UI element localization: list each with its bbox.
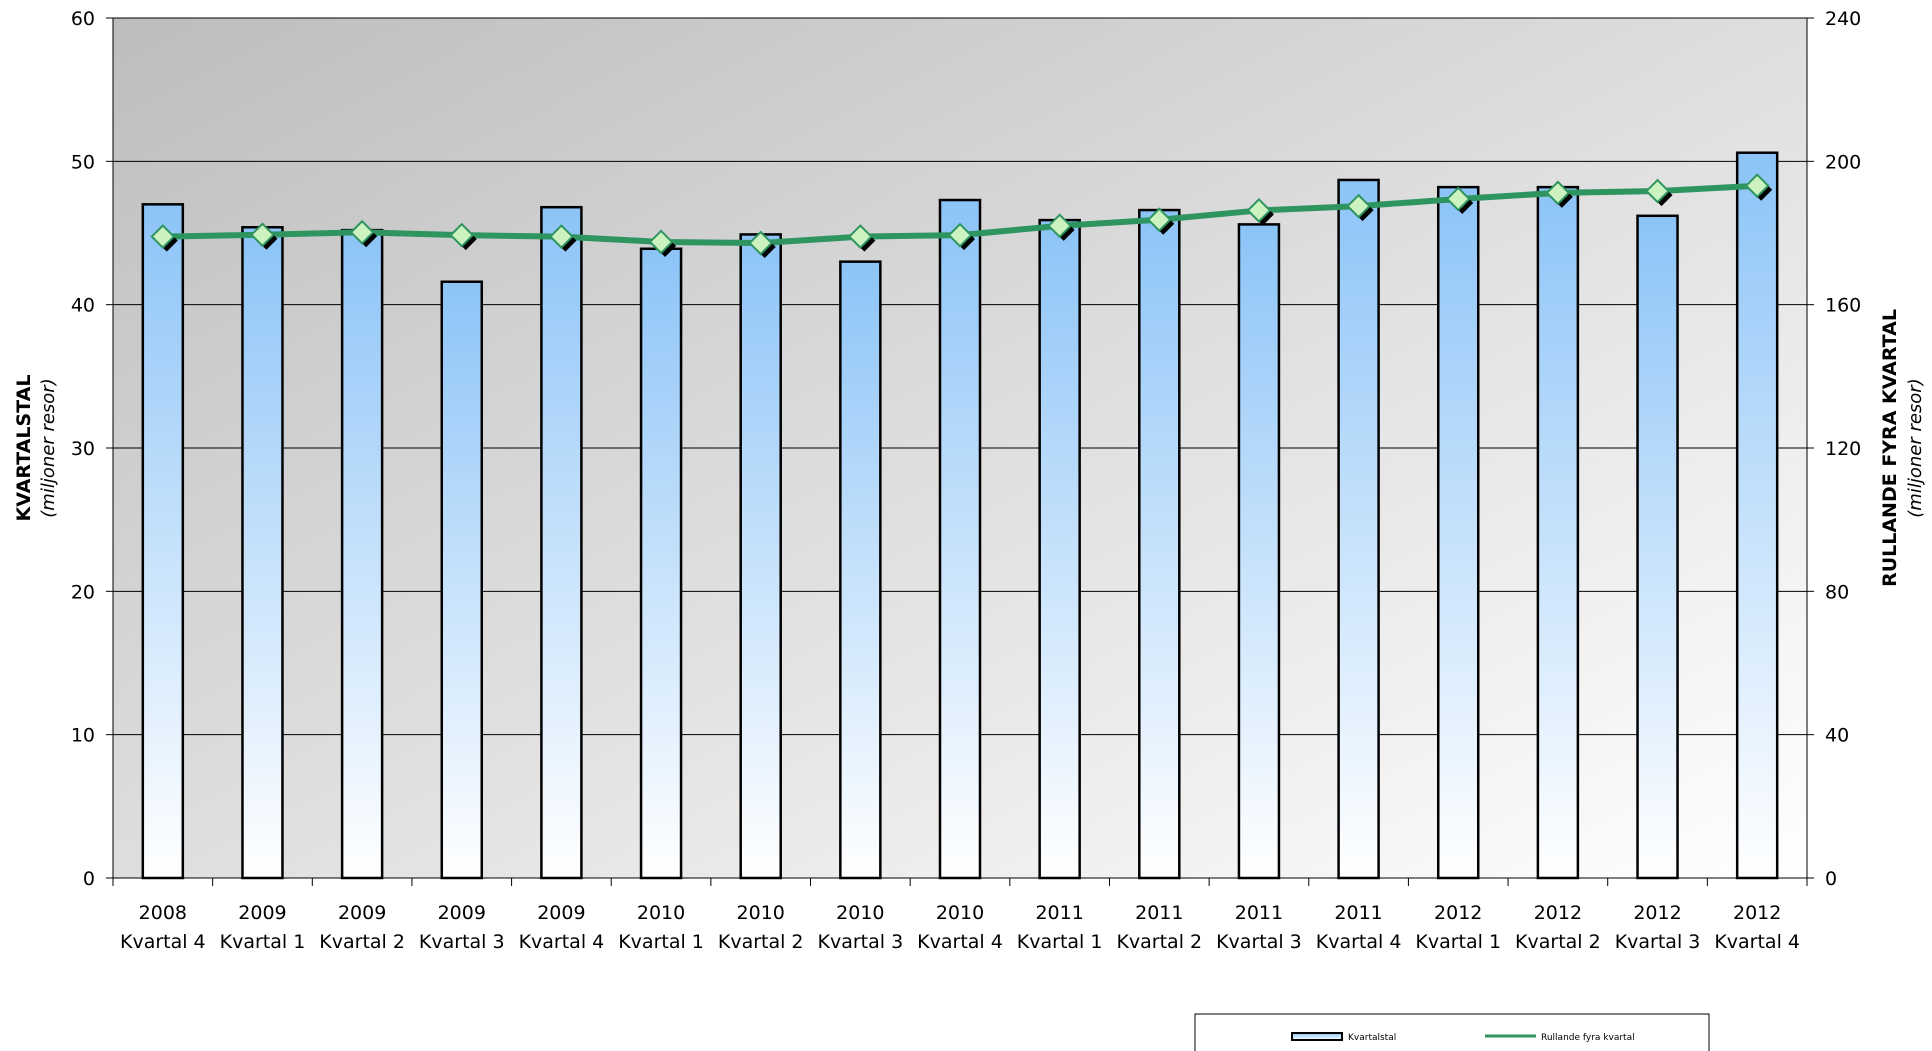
- line-marker: [847, 224, 873, 249]
- x-tick-label-year: 2012: [1434, 902, 1482, 924]
- line-marker: [748, 230, 774, 256]
- line-marker: [1645, 178, 1670, 204]
- line-marker: [1545, 180, 1571, 206]
- right-tick-label: 80: [1825, 581, 1849, 603]
- x-tick-label-quarter: Kvartal 4: [120, 931, 206, 953]
- x-tick-label-year: 2008: [139, 902, 187, 924]
- x-tick-label-year: 2009: [338, 902, 386, 924]
- x-tick-label-year: 2010: [637, 902, 685, 924]
- bar: [639, 247, 683, 880]
- x-tick-label-quarter: Kvartal 4: [1316, 931, 1402, 953]
- left-tick-label: 10: [71, 725, 95, 747]
- right-tick-label: 200: [1825, 151, 1861, 173]
- x-tick-label-quarter: Kvartal 2: [1515, 931, 1601, 953]
- legend-box: [1194, 1013, 1710, 1051]
- x-tick-label-year: 2011: [1235, 902, 1283, 924]
- x-tick-label-quarter: Kvartal 1: [220, 931, 306, 953]
- right-axis-title: RULLANDE FYRA KVARTAL: [1879, 309, 1901, 587]
- x-tick-label-quarter: Kvartal 4: [1714, 931, 1800, 953]
- x-tick-label-quarter: Kvartal 1: [1415, 931, 1501, 953]
- x-tick-label-quarter: Kvartal 1: [618, 931, 704, 953]
- x-tick-label-quarter: Kvartal 3: [1216, 931, 1302, 953]
- left-tick-label: 50: [71, 151, 95, 173]
- bar: [1636, 214, 1679, 880]
- left-tick-label: 20: [71, 581, 95, 603]
- x-tick-label-quarter: Kvartal 3: [818, 931, 904, 953]
- x-tick-label-quarter: Kvartal 2: [1116, 931, 1202, 953]
- x-tick-label-year: 2012: [1733, 902, 1781, 924]
- line-series: [150, 173, 1773, 259]
- line-marker: [1445, 186, 1471, 212]
- bar: [241, 226, 284, 880]
- bar: [1735, 151, 1779, 880]
- line-marker: [548, 224, 574, 249]
- line-marker: [250, 222, 275, 248]
- right-axis-ticks: 0 40 80 120 160 200 240: [1807, 8, 1861, 890]
- x-tick-label-year: 2010: [936, 902, 984, 924]
- line-marker: [449, 222, 475, 248]
- right-tick-label: 240: [1825, 8, 1861, 30]
- line-marker: [1146, 207, 1172, 233]
- left-tick-label: 30: [71, 438, 95, 460]
- x-tick-label-quarter: Kvartal 4: [519, 931, 605, 953]
- bar: [1237, 223, 1281, 880]
- left-axis-ticks: 0 10 20 30 40 50 60: [71, 8, 113, 890]
- x-tick-label-quarter: Kvartal 1: [1017, 931, 1103, 953]
- right-tick-label: 120: [1825, 438, 1861, 460]
- bar: [1138, 208, 1181, 880]
- bar: [739, 233, 782, 880]
- x-tick-label-quarter: Kvartal 2: [718, 931, 804, 953]
- bar: [1337, 178, 1380, 880]
- bar: [839, 260, 882, 880]
- line-marker: [1246, 198, 1272, 223]
- x-tick-label-quarter: Kvartal 2: [319, 931, 405, 953]
- right-tick-label: 0: [1825, 868, 1837, 890]
- left-tick-label: 60: [71, 8, 95, 30]
- line-marker: [1047, 213, 1073, 239]
- line-marker: [648, 229, 674, 255]
- x-tick-label-quarter: Kvartal 3: [419, 931, 505, 953]
- right-tick-label: 40: [1825, 725, 1849, 747]
- x-tick-label-year: 2011: [1135, 902, 1183, 924]
- left-axis-title: KVARTALSTAL: [13, 375, 35, 522]
- x-tick-label-year: 2011: [1035, 902, 1083, 924]
- legend-label-bar: Kvartalstal: [1348, 1033, 1396, 1043]
- bar: [1436, 185, 1480, 880]
- x-tick-label-year: 2012: [1534, 902, 1582, 924]
- bar-series: [141, 151, 1779, 880]
- bar: [938, 198, 982, 880]
- right-tick-label: 160: [1825, 295, 1861, 317]
- x-tick-label-quarter: Kvartal 3: [1615, 931, 1701, 953]
- legend: Kvartalstal Rullande fyra kvartal: [1194, 1013, 1710, 1051]
- x-tick-label-year: 2012: [1633, 902, 1681, 924]
- x-tick-label-quarter: Kvartal 4: [917, 931, 1003, 953]
- x-tick-label-year: 2010: [737, 902, 785, 924]
- left-tick-label: 40: [71, 295, 95, 317]
- bar: [141, 203, 185, 880]
- left-tick-label: 0: [83, 868, 95, 890]
- bar: [1038, 218, 1081, 880]
- left-axis-subtitle: (miljoner resor): [38, 378, 59, 517]
- x-tick-label-year: 2011: [1334, 902, 1382, 924]
- line-marker: [150, 224, 176, 249]
- bar: [340, 228, 384, 880]
- x-tick-label-year: 2009: [438, 902, 486, 924]
- legend-label-line: Rullande fyra kvartal: [1541, 1033, 1635, 1043]
- x-tick-label-year: 2009: [537, 902, 585, 924]
- line-marker: [1744, 173, 1770, 199]
- x-tick-label-year: 2010: [836, 902, 884, 924]
- legend-swatch-bar: [1291, 1032, 1343, 1041]
- line-marker: [1346, 193, 1372, 219]
- x-axis-ticks: 2008 Kvartal 4 2009 Kvartal 1 2009 Kvartal 2 2…: [112, 878, 1808, 953]
- bar: [440, 280, 484, 880]
- line-marker: [349, 219, 375, 245]
- x-tick-label-year: 2009: [238, 902, 286, 924]
- right-axis-subtitle: (miljoner resor): [1905, 378, 1926, 517]
- bar: [1536, 185, 1580, 880]
- bar: [540, 205, 583, 880]
- line-marker: [947, 222, 973, 248]
